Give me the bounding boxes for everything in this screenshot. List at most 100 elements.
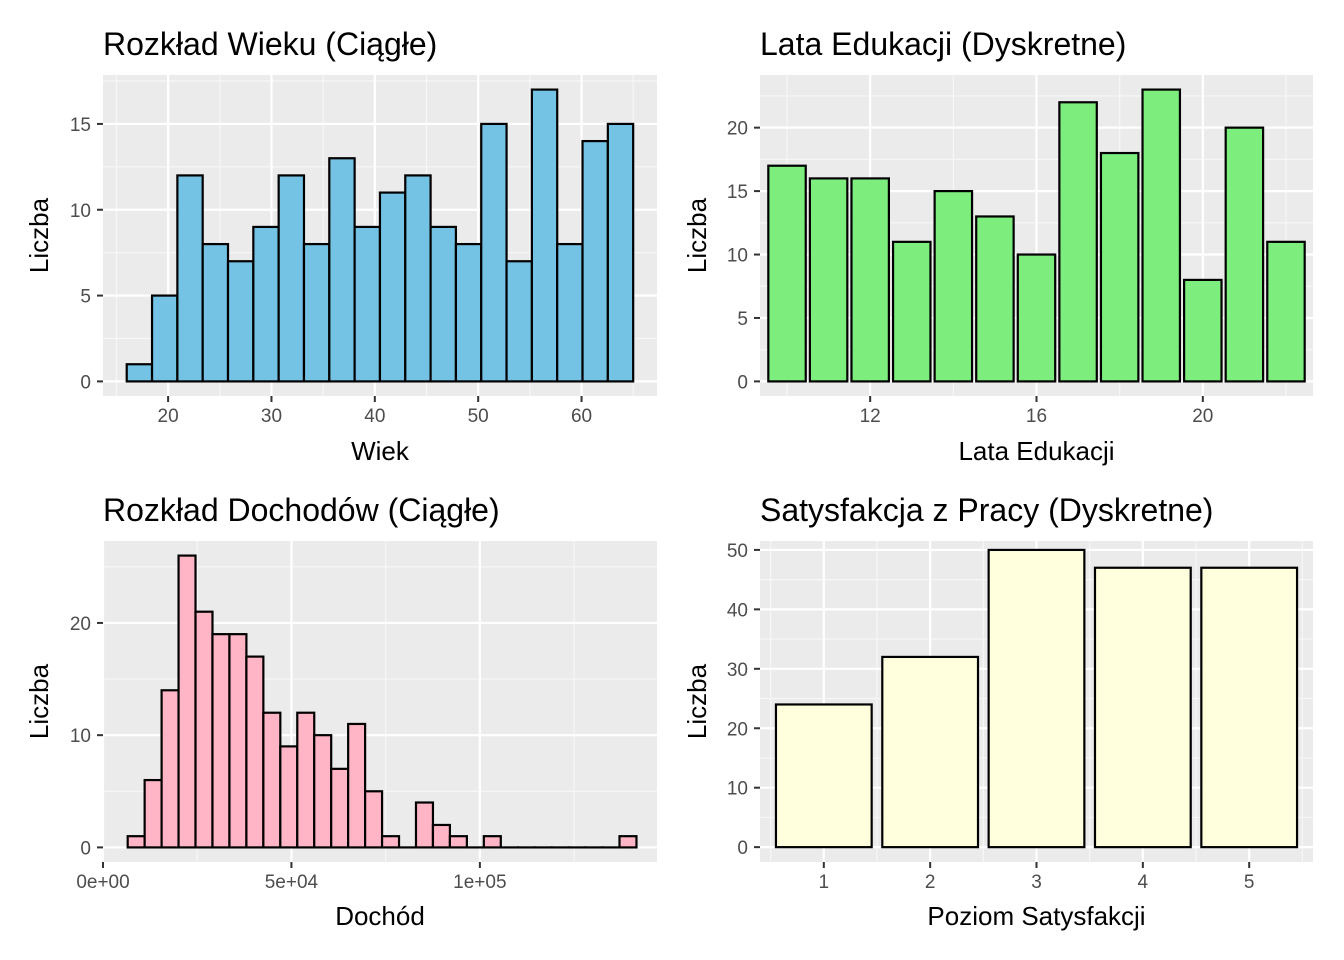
bar	[530, 88, 559, 383]
bar	[414, 801, 435, 849]
y-tick-label: 0	[80, 838, 91, 859]
bar	[431, 823, 452, 849]
x-tick-label: 0e+00	[76, 872, 129, 893]
bar	[296, 711, 316, 849]
bar	[125, 363, 154, 383]
bar	[774, 703, 873, 849]
bar	[143, 778, 163, 849]
y-tick-label: 0	[737, 838, 748, 859]
y-axis-label: Liczba	[682, 663, 712, 739]
x-tick-label: 4	[1138, 872, 1149, 893]
y-axis-label: Liczba	[682, 197, 712, 273]
x-tick-label: 1e+05	[453, 872, 506, 893]
y-tick-label: 50	[727, 541, 748, 562]
bar	[330, 767, 350, 849]
bar	[364, 790, 384, 849]
bar	[933, 189, 974, 383]
bar	[1183, 278, 1223, 383]
chart-title: Lata Edukacji (Dyskretne)	[760, 26, 1126, 62]
bar	[302, 242, 331, 383]
x-axis-label: Poziom Satysfakcji	[927, 901, 1145, 931]
bar	[881, 655, 980, 849]
y-tick-label: 10	[70, 201, 91, 222]
bar	[987, 548, 1086, 849]
x-tick-label: 60	[571, 406, 592, 427]
x-tick-label: 5e+04	[265, 872, 319, 893]
bar	[1099, 151, 1140, 383]
chart-panel-3: 0e+00 5e+04 1e+05 0 10 20 Rozkład Dochodów (Ci…	[24, 492, 657, 931]
bar	[1058, 101, 1098, 383]
x-tick-label: 50	[468, 406, 489, 427]
bar	[211, 633, 231, 849]
chart-title: Rozkład Wieku (Ciągłe)	[103, 26, 437, 62]
x-tick-label: 40	[364, 406, 385, 427]
chart-title: Rozkład Dochodów (Ciągłe)	[103, 492, 500, 528]
bar	[177, 554, 197, 849]
bar	[618, 835, 638, 849]
bar	[975, 215, 1015, 383]
y-tick-label: 15	[727, 182, 748, 203]
bar	[160, 689, 180, 849]
x-tick-label: 5	[1244, 872, 1255, 893]
bar	[448, 835, 468, 849]
bar	[201, 242, 230, 383]
bar	[380, 835, 401, 849]
bar	[279, 745, 299, 849]
bar	[429, 225, 458, 383]
bar	[176, 174, 204, 383]
x-tick-label: 20	[158, 406, 179, 427]
y-tick-label: 5	[737, 309, 748, 330]
x-tick-label: 16	[1026, 406, 1047, 427]
y-tick-label: 15	[70, 115, 91, 136]
bar	[226, 260, 255, 383]
bar	[891, 240, 932, 383]
x-tick-label: 2	[925, 872, 936, 893]
bar	[1141, 88, 1182, 383]
y-tick-label: 10	[70, 726, 91, 747]
bar	[245, 655, 265, 849]
bar	[482, 835, 502, 849]
bar	[313, 734, 333, 849]
y-tick-label: 20	[70, 614, 91, 635]
y-axis-label: Liczba	[24, 197, 54, 273]
bar	[126, 835, 146, 849]
bar	[150, 294, 179, 383]
bar	[353, 225, 382, 383]
bar	[1200, 566, 1299, 849]
y-tick-label: 10	[727, 779, 748, 800]
bar	[404, 174, 432, 383]
y-tick-label: 40	[727, 600, 748, 621]
y-tick-label: 20	[727, 119, 748, 140]
chart-panel-1: 20 30 40 50 60 0 5 10 15 Rozkład Wieku (Ciągłe) Wi…	[24, 26, 657, 466]
bar	[808, 177, 849, 383]
bar	[328, 157, 356, 383]
y-tick-label: 5	[80, 287, 91, 308]
bar	[252, 225, 280, 383]
bar	[850, 177, 890, 383]
bar	[228, 633, 248, 849]
y-tick-label: 10	[727, 246, 748, 267]
chart-panel-2: 12 16 20 0 5 10 15 20 Lata Edukacji (Dyskretne) L…	[682, 26, 1313, 466]
bar	[454, 242, 483, 383]
y-tick-label: 30	[727, 660, 748, 681]
y-axis-label: Liczba	[24, 663, 54, 739]
chart-title: Satysfakcja z Pracy (Dyskretne)	[760, 492, 1213, 528]
x-tick-label: 20	[1192, 406, 1213, 427]
bar	[194, 610, 214, 849]
bar	[1224, 126, 1265, 383]
bar	[505, 260, 533, 383]
bar	[480, 122, 508, 383]
x-tick-label: 1	[819, 872, 830, 893]
bar	[581, 139, 609, 383]
x-axis-label: Dochód	[335, 901, 425, 931]
bar	[556, 242, 584, 383]
y-tick-label: 0	[80, 372, 91, 393]
bar	[1266, 240, 1306, 383]
bar	[1093, 566, 1192, 849]
bar	[1016, 253, 1057, 383]
bar	[767, 164, 807, 383]
bar	[262, 711, 282, 849]
y-tick-label: 20	[727, 719, 748, 740]
